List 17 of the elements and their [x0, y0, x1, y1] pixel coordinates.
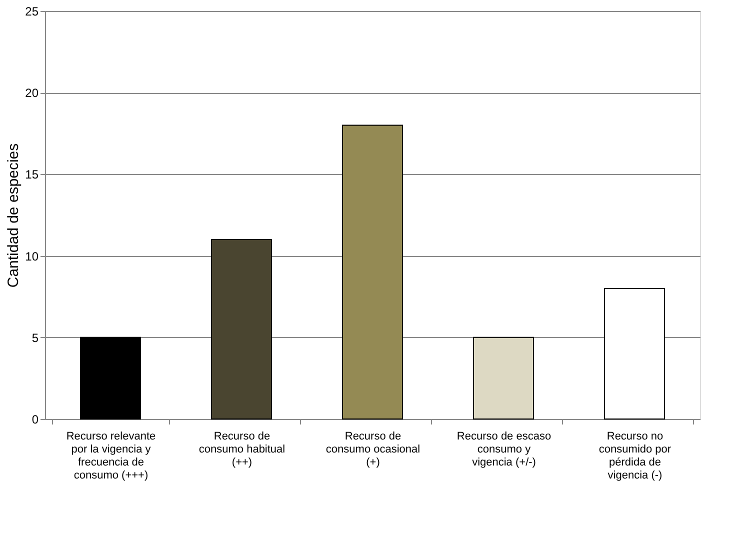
y-tick-label: 10 [25, 249, 39, 264]
x-tick-label: Recurso no consumido por pérdida de vigencia (-) [598, 430, 672, 482]
bar [473, 336, 534, 420]
y-tick-label: 0 [32, 412, 39, 426]
bar [80, 336, 141, 420]
y-tick-label: 20 [25, 86, 39, 100]
bar [211, 238, 272, 420]
x-tick-label: Recurso de consumo habitual (++) [198, 430, 286, 468]
x-tick-label: Recurso de escaso consumo y vigencia (+/-) [456, 430, 552, 468]
x-tick-label: Recurso de consumo ocasional (+) [326, 430, 420, 468]
y-tick-label: 5 [32, 330, 39, 345]
bar [604, 288, 665, 420]
y-tick-label: 25 [25, 4, 39, 18]
y-tick-label: 15 [25, 168, 39, 182]
y-axis-title: Cantidad de especies [5, 143, 22, 288]
x-tick-label: Recurso relevante por la vigencia y frecuencia de consumo (+++) [66, 430, 156, 482]
bar [342, 124, 403, 420]
